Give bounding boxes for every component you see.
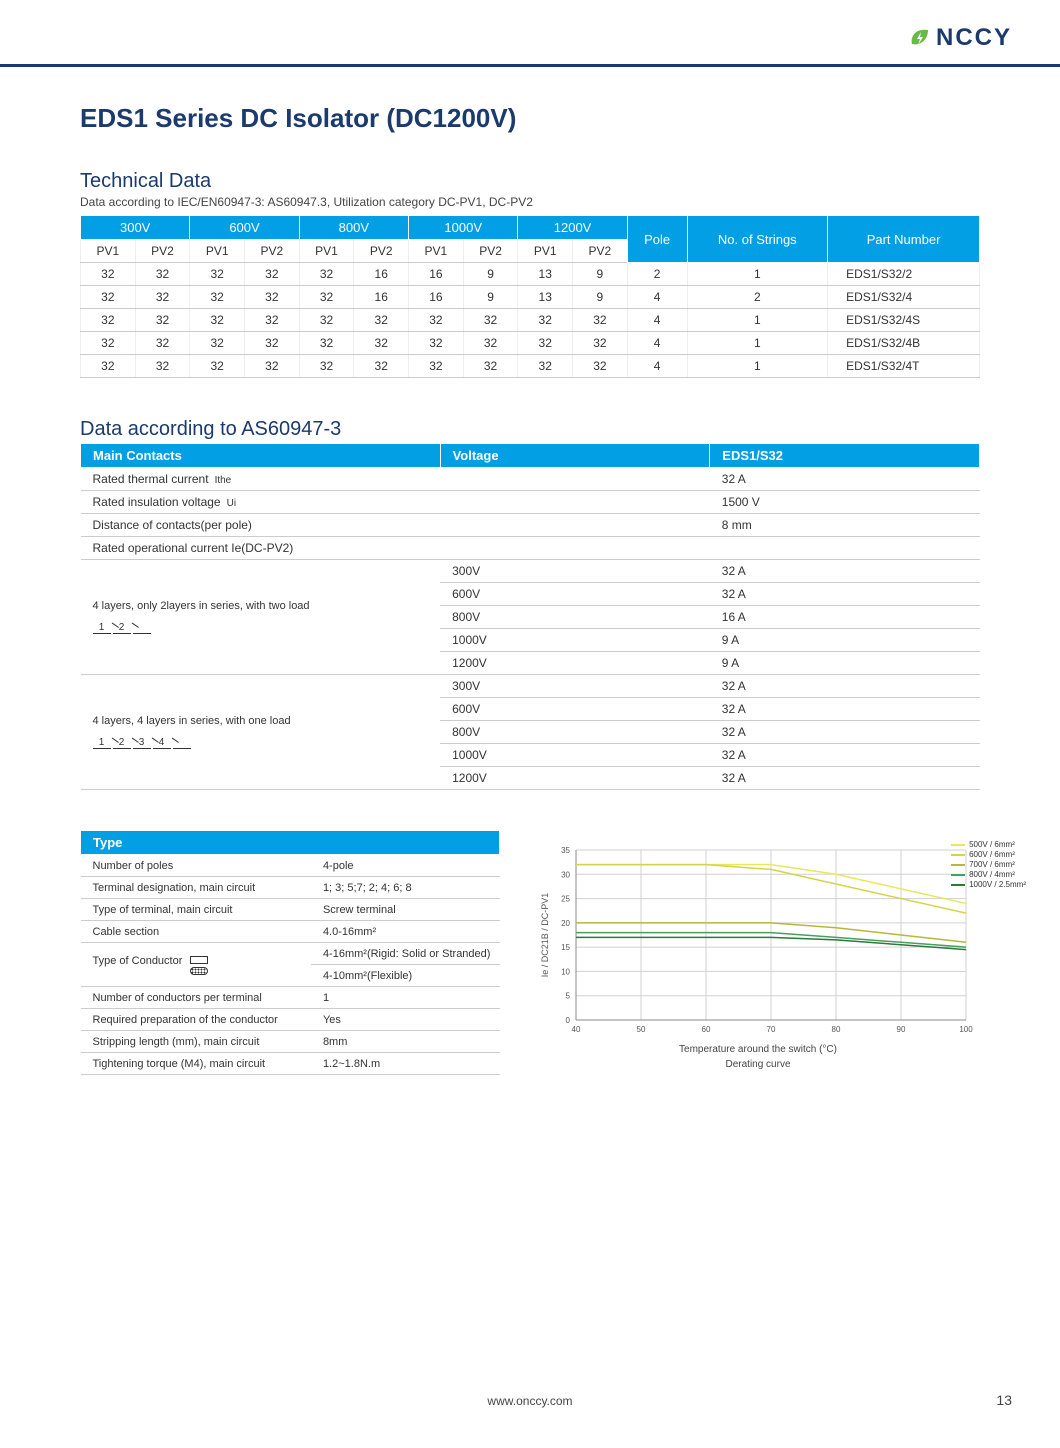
table-row: 32323232321616913942EDS1/S32/4 — [81, 286, 980, 309]
voltage-header: 800V — [299, 216, 408, 240]
pv-subheader: PV2 — [354, 240, 409, 263]
svg-text:20: 20 — [561, 919, 570, 928]
svg-text:5: 5 — [566, 992, 571, 1001]
extra-header: Pole — [627, 216, 687, 263]
table-row: Rated thermal currentIthe32 A — [81, 468, 980, 491]
footer-url: www.onccy.com — [0, 1394, 1060, 1408]
section1-subtitle: Data according to IEC/EN60947-3: AS60947… — [80, 195, 980, 209]
voltage-header: 1000V — [409, 216, 518, 240]
pv-subheader: PV1 — [299, 240, 354, 263]
technical-data-table: 300V600V800V1000V1200VPoleNo. of Strings… — [80, 215, 980, 378]
t2-header: Voltage — [440, 444, 710, 468]
table-row: 4 layers, only 2layers in series, with t… — [81, 560, 980, 583]
table-row: 32323232321616913921EDS1/S32/2 — [81, 263, 980, 286]
chart-caption: Derating curve — [536, 1059, 980, 1070]
table-row: Type of terminal, main circuitScrew term… — [81, 899, 500, 921]
svg-text:0: 0 — [566, 1016, 571, 1025]
chart-xlabel: Temperature around the switch (°C) — [536, 1044, 980, 1055]
pv-subheader: PV1 — [190, 240, 245, 263]
extra-header: No. of Strings — [687, 216, 828, 263]
voltage-header: 300V — [81, 216, 190, 240]
table-row: Rated operational current Ie(DC-PV2) — [81, 537, 980, 560]
page-number: 13 — [996, 1392, 1012, 1408]
pv-subheader: PV1 — [409, 240, 464, 263]
svg-text:40: 40 — [572, 1025, 581, 1034]
main-contacts-table: Main ContactsVoltageEDS1/S32 Rated therm… — [80, 443, 980, 790]
pv-subheader: PV2 — [245, 240, 300, 263]
leaf-bolt-icon — [908, 26, 932, 50]
chart-legend: 500V / 6mm²600V / 6mm²700V / 6mm²800V / … — [951, 840, 1026, 890]
svg-text:50: 50 — [637, 1025, 646, 1034]
table-row: Required preparation of the conductorYes — [81, 1009, 500, 1031]
legend-item: 500V / 6mm² — [951, 840, 1026, 849]
pv-subheader: PV2 — [463, 240, 518, 263]
table-row: 3232323232323232323241EDS1/S32/4S — [81, 309, 980, 332]
logo-text: NCCY — [936, 24, 1012, 52]
table-row: Tightening torque (M4), main circuit1.2~… — [81, 1053, 500, 1075]
svg-text:90: 90 — [897, 1025, 906, 1034]
table-row: Stripping length (mm), main circuit8mm — [81, 1031, 500, 1053]
page-title: EDS1 Series DC Isolator (DC1200V) — [80, 103, 980, 134]
svg-text:30: 30 — [561, 870, 570, 879]
svg-text:80: 80 — [832, 1025, 841, 1034]
table-row: Distance of contacts(per pole)8 mm — [81, 514, 980, 537]
voltage-header: 1200V — [518, 216, 627, 240]
pv-subheader: PV1 — [518, 240, 573, 263]
pv-subheader: PV2 — [573, 240, 628, 263]
svg-text:Ie / DC21B / DC-PV1: Ie / DC21B / DC-PV1 — [540, 893, 550, 978]
table-row: Terminal designation, main circuit1; 3; … — [81, 877, 500, 899]
table-row: 4 layers, 4 layers in series, with one l… — [81, 675, 980, 698]
table-row: Rated insulation voltageUi1500 V — [81, 491, 980, 514]
voltage-header: 600V — [190, 216, 299, 240]
svg-text:25: 25 — [561, 895, 570, 904]
t2-header: EDS1/S32 — [710, 444, 980, 468]
svg-text:100: 100 — [959, 1025, 973, 1034]
t2-header: Main Contacts — [81, 444, 441, 468]
pv-subheader: PV1 — [81, 240, 136, 263]
logo: NCCY — [908, 24, 1012, 52]
derating-chart: 40 50 60 70 80 90 100 0 5 10 15 20 25 30 35 Ie / DC21B … — [536, 840, 976, 1040]
table-row: 3232323232323232323241EDS1/S32/4B — [81, 332, 980, 355]
extra-header: Part Number — [828, 216, 980, 263]
svg-text:10: 10 — [561, 967, 570, 976]
pv-subheader: PV2 — [135, 240, 190, 263]
page-header: NCCY — [0, 0, 1060, 64]
table-row: Cable section4.0-16mm² — [81, 921, 500, 943]
table-row: Number of conductors per terminal1 — [81, 987, 500, 1009]
type-header: Type — [81, 831, 500, 855]
section1-heading: Technical Data — [80, 170, 980, 193]
legend-item: 1000V / 2.5mm² — [951, 880, 1026, 889]
type-table: Type Number of poles4-poleTerminal desig… — [80, 830, 500, 1075]
svg-text:15: 15 — [561, 943, 570, 952]
svg-text:35: 35 — [561, 846, 570, 855]
table-row: Number of poles4-pole — [81, 855, 500, 877]
table-row: 3232323232323232323241EDS1/S32/4T — [81, 355, 980, 378]
section2-heading: Data according to AS60947-3 — [80, 418, 980, 441]
table-row: Type of Conductor4-16mm²(Rigid: Solid or… — [81, 943, 500, 965]
legend-item: 800V / 4mm² — [951, 870, 1026, 879]
svg-text:70: 70 — [767, 1025, 776, 1034]
svg-text:60: 60 — [702, 1025, 711, 1034]
legend-item: 700V / 6mm² — [951, 860, 1026, 869]
legend-item: 600V / 6mm² — [951, 850, 1026, 859]
